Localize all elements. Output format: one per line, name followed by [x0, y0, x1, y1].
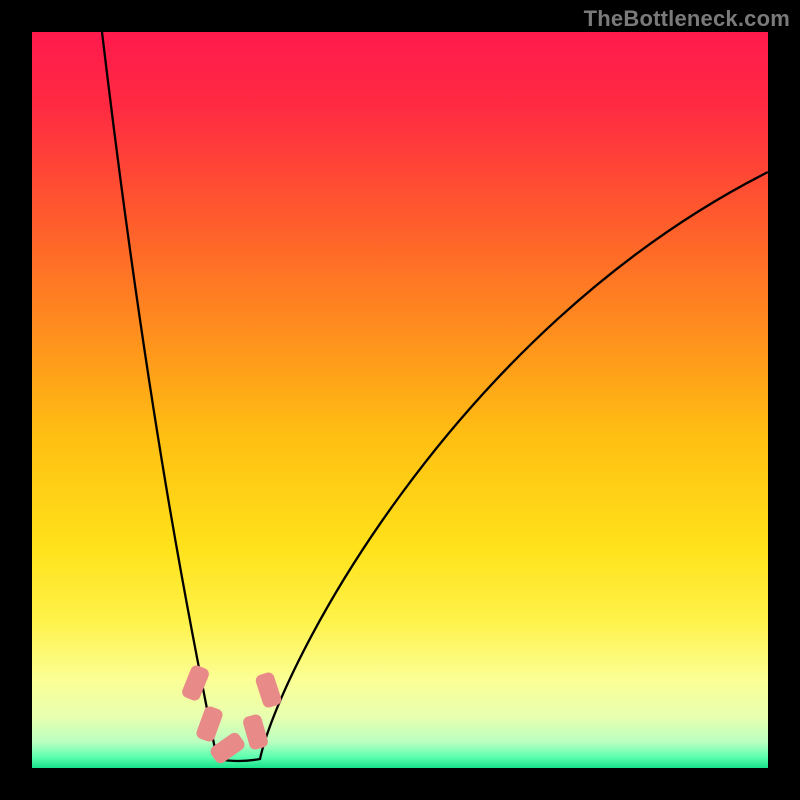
bottleneck-curve [32, 32, 768, 768]
bottleneck-chart [32, 32, 768, 768]
watermark-text: TheBottleneck.com [584, 6, 790, 32]
